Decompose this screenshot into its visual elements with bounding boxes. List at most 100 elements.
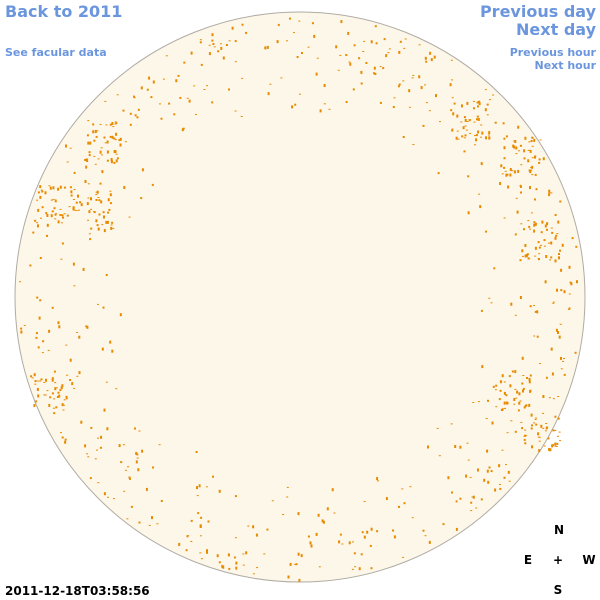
facula xyxy=(556,233,559,235)
facula xyxy=(486,103,489,106)
facula xyxy=(78,371,81,375)
facula xyxy=(266,528,269,531)
facula xyxy=(59,208,62,210)
facula xyxy=(485,136,487,140)
facula xyxy=(408,106,411,108)
facula xyxy=(563,373,566,376)
facula xyxy=(79,201,82,204)
facula xyxy=(352,541,354,543)
facula xyxy=(195,114,197,115)
facula xyxy=(538,158,541,161)
facula xyxy=(418,44,421,46)
facula xyxy=(548,189,551,193)
facula xyxy=(511,370,514,373)
facula xyxy=(315,532,318,536)
facula xyxy=(477,401,480,403)
facula xyxy=(520,223,523,225)
facula xyxy=(521,249,524,253)
facula xyxy=(460,121,463,123)
facula xyxy=(488,466,491,469)
facula xyxy=(55,406,58,409)
facula xyxy=(96,130,99,132)
facula xyxy=(533,335,536,337)
facula xyxy=(183,61,186,64)
facula xyxy=(542,412,545,414)
facula xyxy=(65,398,68,400)
facula xyxy=(535,188,538,191)
facula xyxy=(286,496,289,498)
facula xyxy=(37,346,40,349)
facula xyxy=(206,85,208,87)
facula xyxy=(298,578,301,582)
facula xyxy=(452,112,455,116)
facula xyxy=(228,567,231,570)
facula xyxy=(105,274,108,276)
facula xyxy=(106,140,109,144)
back-link[interactable]: Back to 2011 xyxy=(5,2,122,21)
facula xyxy=(317,513,320,517)
facula xyxy=(526,377,528,379)
compass-south: S xyxy=(554,583,563,597)
facula xyxy=(393,97,396,99)
facula xyxy=(88,210,91,214)
facula xyxy=(97,437,99,439)
facula xyxy=(398,50,401,54)
facula xyxy=(516,210,519,214)
facula xyxy=(568,265,571,269)
facula xyxy=(80,203,83,207)
facula xyxy=(514,140,517,143)
facula xyxy=(501,374,504,378)
facula xyxy=(438,455,441,457)
facula xyxy=(436,427,439,429)
facula xyxy=(465,129,468,131)
facula xyxy=(298,93,301,95)
facula xyxy=(52,199,55,201)
facula xyxy=(535,423,538,426)
facula xyxy=(104,100,107,102)
facula xyxy=(49,186,52,190)
facula xyxy=(369,544,372,547)
facula xyxy=(231,26,234,30)
facula xyxy=(469,119,472,121)
facula xyxy=(563,290,566,294)
facula xyxy=(66,214,69,217)
facula xyxy=(534,198,536,201)
previous-hour-link[interactable]: Previous hour xyxy=(510,46,597,59)
facula xyxy=(509,384,512,388)
facula xyxy=(137,108,140,111)
next-hour-link[interactable]: Next hour xyxy=(535,59,597,72)
facula xyxy=(373,66,376,70)
facula xyxy=(69,147,72,149)
facula xyxy=(127,466,129,468)
facula xyxy=(94,130,97,133)
facula xyxy=(190,519,193,522)
facula xyxy=(114,121,117,123)
facula xyxy=(533,138,536,142)
facula xyxy=(494,389,497,391)
facula xyxy=(376,530,379,533)
facula xyxy=(462,126,465,130)
facula xyxy=(392,529,394,532)
facula xyxy=(558,431,561,433)
facula xyxy=(97,482,100,484)
facula xyxy=(54,200,57,203)
facula xyxy=(73,387,76,389)
facula xyxy=(20,327,23,330)
facula xyxy=(315,72,318,76)
facula xyxy=(313,34,316,38)
facula xyxy=(200,516,203,519)
previous-day-link[interactable]: Previous day xyxy=(480,2,597,21)
facula xyxy=(61,436,64,439)
facula xyxy=(111,122,114,125)
facula xyxy=(213,46,216,48)
facular-data-link[interactable]: See facular data xyxy=(5,46,107,59)
facula xyxy=(54,199,57,201)
next-day-link[interactable]: Next day xyxy=(516,20,597,39)
facula xyxy=(70,190,73,194)
facula xyxy=(529,149,532,153)
facula xyxy=(540,231,543,234)
facula xyxy=(521,382,524,385)
facula xyxy=(533,305,535,306)
facula xyxy=(507,470,510,474)
facula xyxy=(53,412,56,415)
